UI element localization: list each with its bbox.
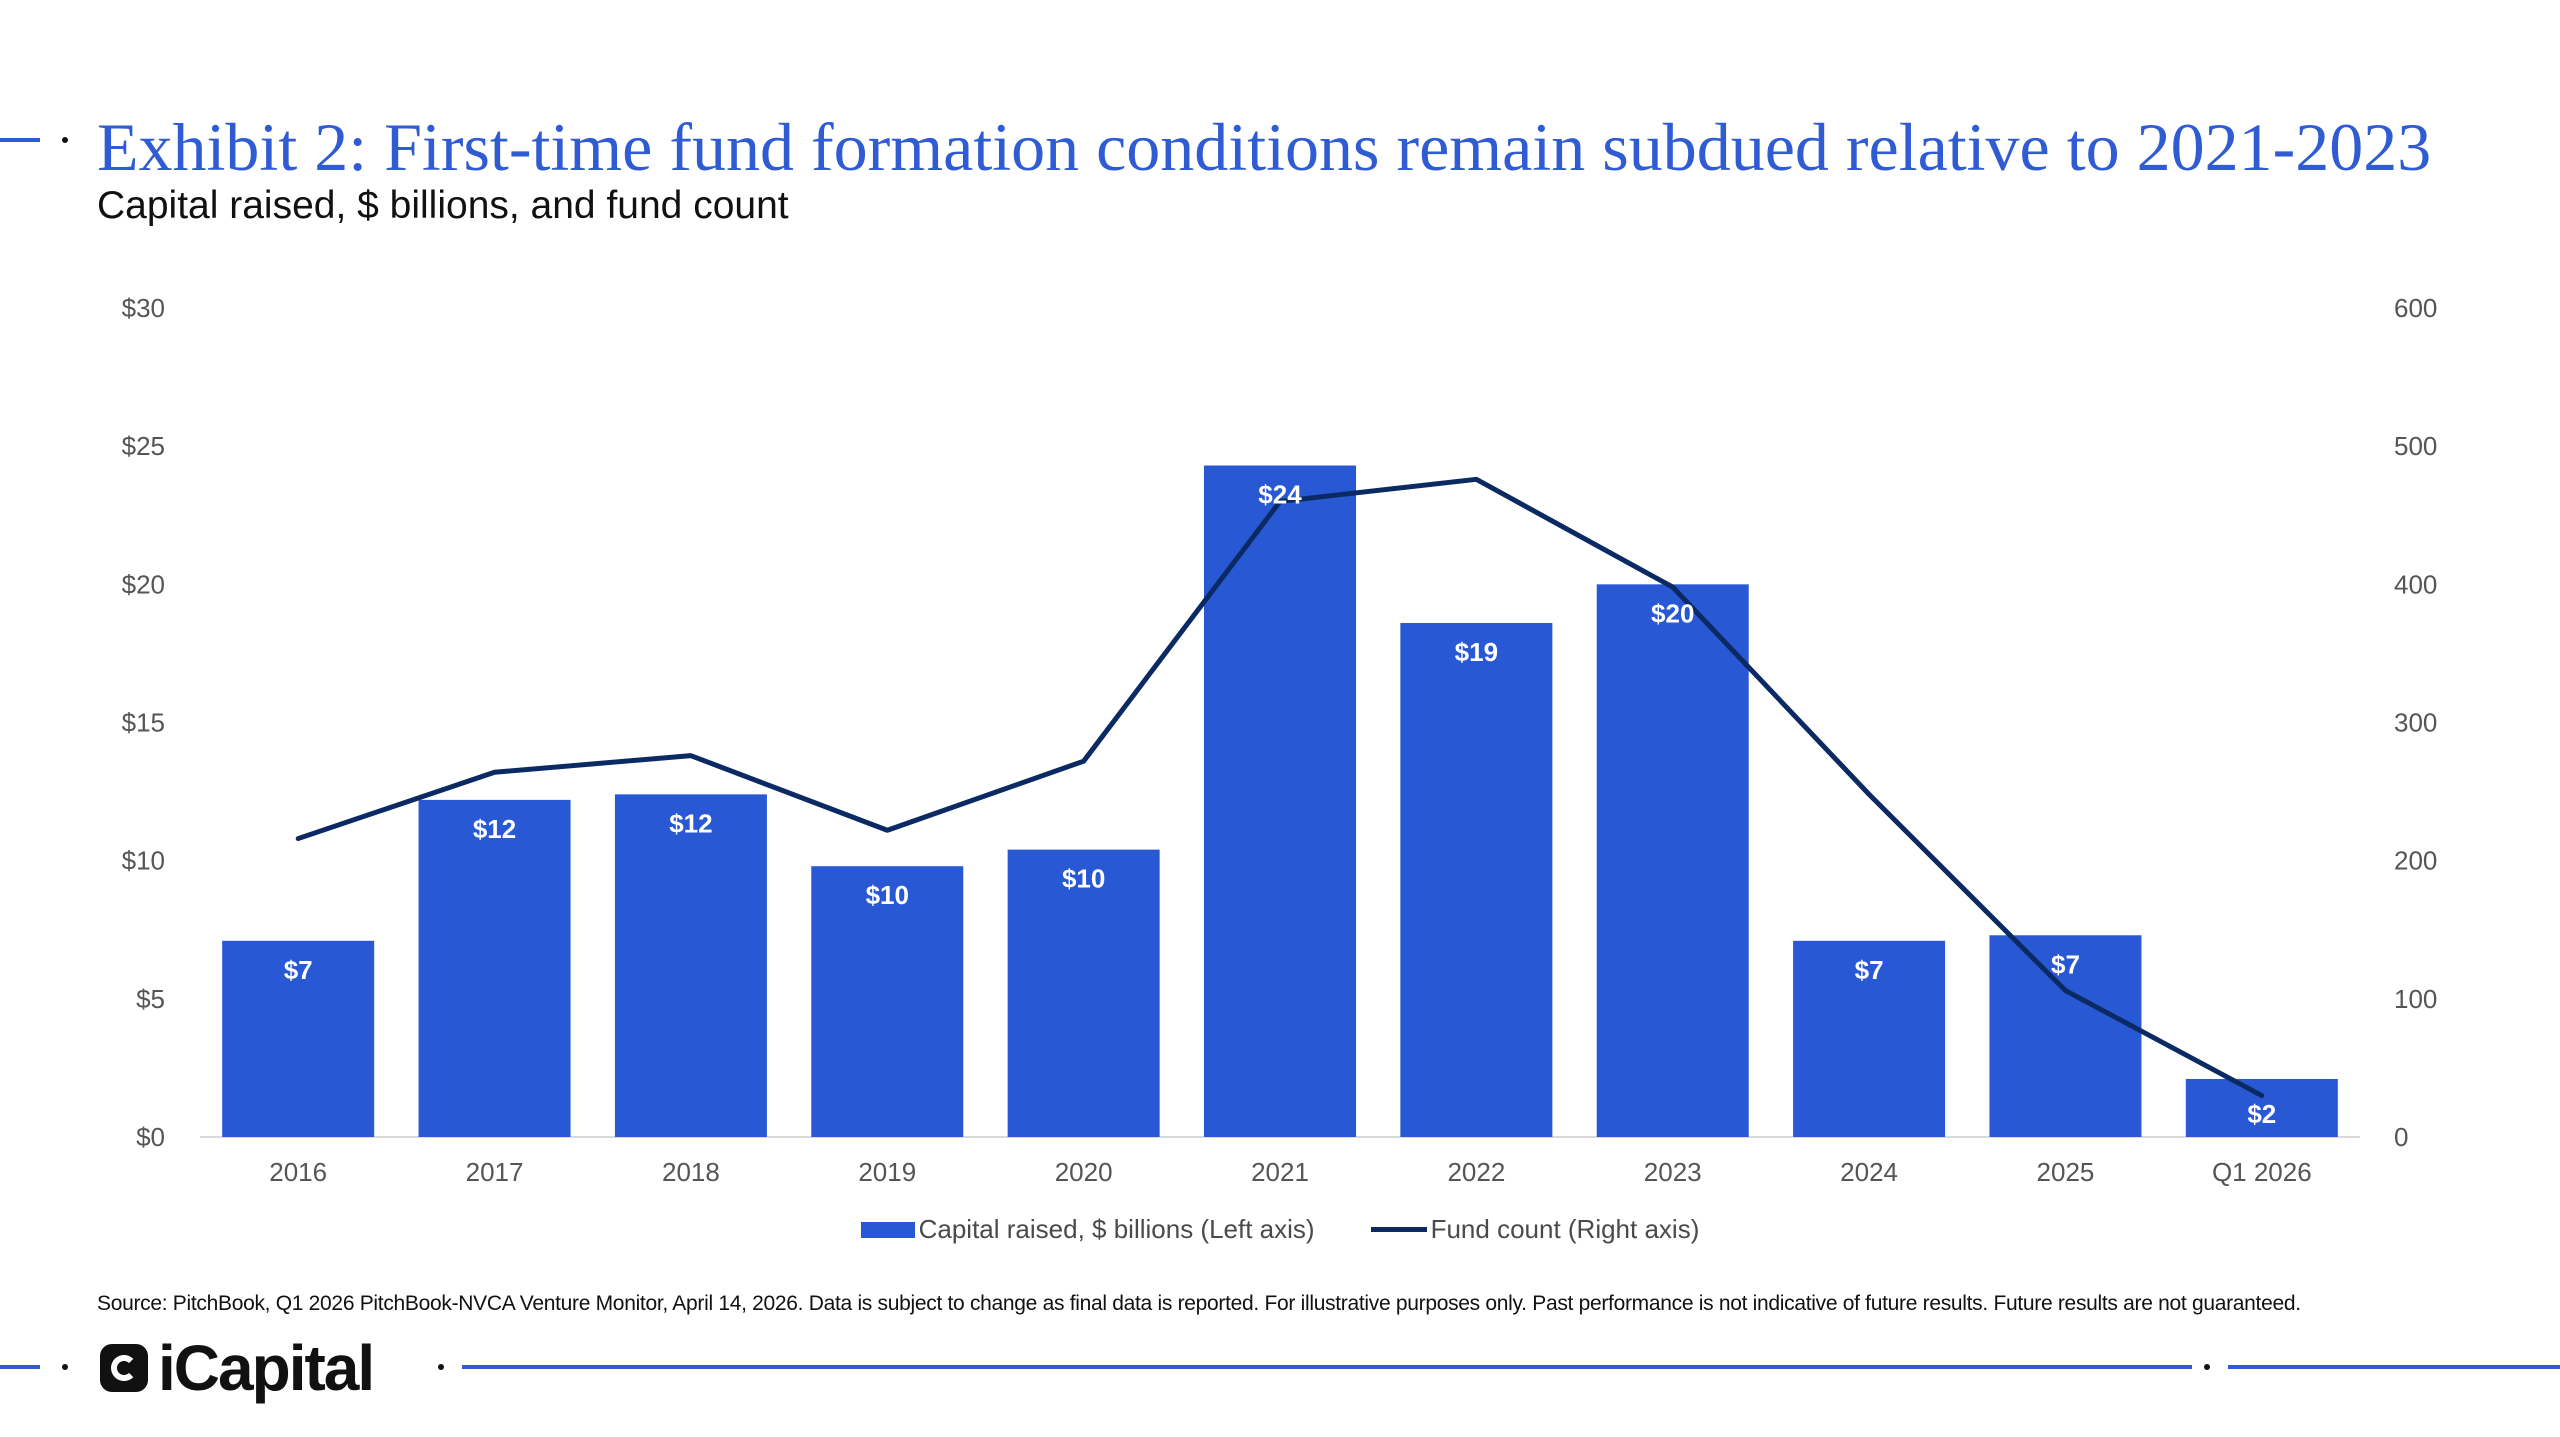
left-axis-tick-label: $0 (136, 1122, 165, 1152)
legend-bar-label: Capital raised, $ billions (Left axis) (918, 1214, 1315, 1244)
bar-capital-raised (222, 940, 375, 1137)
right-axis-tick-label: 600 (2394, 293, 2437, 323)
right-axis-tick-label: 500 (2394, 431, 2437, 461)
bar-capital-raised (1596, 584, 1749, 1137)
legend-line-label: Fund count (Right axis) (1430, 1214, 1700, 1244)
bar-data-label: $10 (866, 880, 909, 910)
category-tick-label: 2025 (2037, 1157, 2095, 1187)
left-axis-tick-label: $10 (122, 846, 165, 876)
bar-data-label: $7 (284, 955, 313, 985)
footer-rule-end (2228, 1365, 2560, 1369)
bar-data-label: $7 (1855, 955, 1884, 985)
footer-dot-left (438, 1364, 444, 1370)
bar-capital-raised (811, 866, 964, 1137)
brand-name: iCapital (158, 1332, 375, 1404)
bar-data-label: $12 (669, 808, 712, 838)
bar-capital-raised (418, 799, 571, 1137)
category-tick-label: Q1 2026 (2212, 1157, 2312, 1187)
footer-accent-dash (0, 1365, 40, 1369)
left-axis-tick-label: $20 (122, 569, 165, 599)
fund-count-line (295, 476, 2265, 1099)
legend-line-swatch (1370, 1227, 1427, 1232)
header-accent-dot (62, 137, 68, 143)
bar-data-label: $7 (2051, 949, 2080, 979)
bar-capital-raised (614, 794, 767, 1137)
source-note: Source: PitchBook, Q1 2026 PitchBook-NVC… (97, 1292, 2301, 1315)
footer-accent-dot (62, 1364, 68, 1370)
bar-capital-raised (1007, 849, 1160, 1137)
bar-capital-raised (1204, 465, 1356, 1137)
footer-rule (462, 1365, 2192, 1369)
category-tick-label: 2022 (1447, 1157, 1505, 1187)
category-tick-label: 2017 (466, 1157, 524, 1187)
category-tick-label: 2024 (1840, 1157, 1898, 1187)
left-axis-tick-label: $15 (122, 708, 165, 738)
chart-title: Exhibit 2: First-time fund formation con… (97, 109, 2432, 185)
legend-item-capital: Capital raised, $ billions (Left axis) (860, 1214, 1315, 1245)
right-axis-tick-label: 0 (2394, 1122, 2408, 1152)
bar-data-label: $20 (1651, 598, 1694, 628)
bar-data-label: $10 (1062, 864, 1105, 894)
left-axis-tick-label: $30 (122, 293, 165, 323)
bar-data-label: $24 (1258, 480, 1302, 510)
icapital-logo: iCapital (100, 1332, 375, 1404)
category-tick-label: 2019 (858, 1157, 916, 1187)
chart-legend: Capital raised, $ billions (Left axis) F… (0, 1214, 2560, 1245)
category-tick-label: 2020 (1055, 1157, 1113, 1187)
left-axis-tick-label: $5 (136, 984, 165, 1014)
header-accent-dash (0, 138, 40, 142)
category-tick-label: 2016 (269, 1157, 327, 1187)
right-axis-tick-label: 100 (2394, 984, 2437, 1014)
icapital-logo-icon (100, 1344, 148, 1392)
bar-capital-raised (2185, 1078, 2338, 1137)
left-axis-tick-label: $25 (122, 431, 165, 461)
footer-dot-right (2204, 1364, 2210, 1370)
bar-capital-raised (1400, 623, 1553, 1137)
chart-subtitle: Capital raised, $ billions, and fund cou… (97, 184, 789, 227)
bar-data-label: $19 (1455, 637, 1498, 667)
right-axis-tick-label: 200 (2394, 846, 2437, 876)
category-tick-label: 2018 (662, 1157, 720, 1187)
right-axis-tick-label: 400 (2394, 569, 2437, 599)
legend-item-fund-count: Fund count (Right axis) (1370, 1214, 1700, 1245)
bar-data-label: $12 (473, 814, 516, 844)
bar-capital-raised (1989, 935, 2142, 1137)
legend-bar-swatch (860, 1221, 915, 1238)
category-tick-label: 2021 (1251, 1157, 1309, 1187)
bar-data-label: $2 (2247, 1099, 2276, 1129)
category-tick-label: 2023 (1644, 1157, 1702, 1187)
bar-capital-raised (1793, 940, 1946, 1137)
right-axis-tick-label: 300 (2394, 708, 2437, 738)
